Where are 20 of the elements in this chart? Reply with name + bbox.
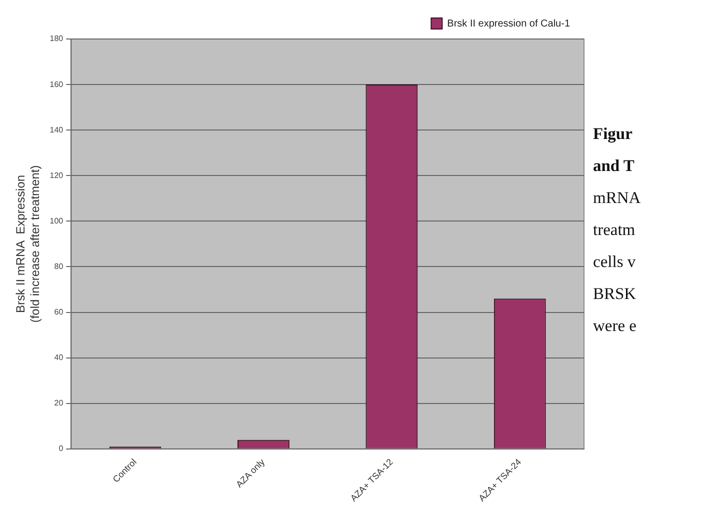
y-tick-label: 20 — [54, 398, 64, 408]
text: mRNA — [593, 187, 641, 209]
legend-label: Brsk II expression of Calu-1 — [447, 18, 570, 30]
text: cells v — [593, 251, 637, 273]
text: and T — [593, 155, 636, 177]
text: BRSK — [593, 283, 638, 305]
y-tick-label: 80 — [54, 262, 64, 271]
y-tick-label: 140 — [50, 125, 64, 134]
y-tick-label: 120 — [50, 170, 64, 180]
text: treatm — [593, 219, 636, 241]
y-tick-label: 40 — [54, 353, 64, 362]
y-axis-title: Brsk II mRNA Expression (fold increase after treatment) — [14, 165, 42, 323]
y-tick-label: 0 — [58, 444, 64, 454]
y-tick-label: 60 — [54, 307, 64, 316]
text: were e — [593, 315, 638, 337]
x-tick-label: AZA only — [234, 456, 267, 490]
y-tick-label: 100 — [50, 216, 64, 226]
text: Figur — [593, 123, 634, 145]
y-tick-label: 160 — [50, 80, 64, 89]
y-tick-label: 180 — [50, 34, 64, 44]
